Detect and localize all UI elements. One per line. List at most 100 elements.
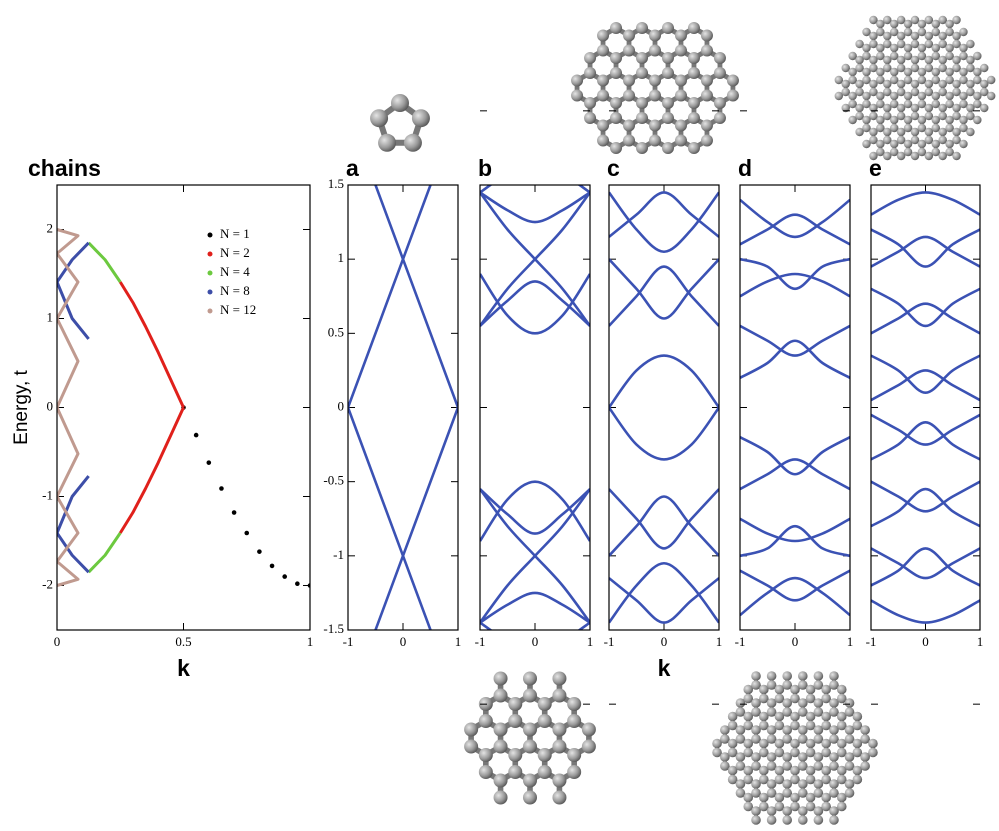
atom (751, 707, 761, 717)
atom (584, 52, 597, 64)
atom (980, 87, 989, 97)
atom (834, 75, 843, 85)
atom (797, 725, 808, 735)
atom (896, 79, 906, 89)
atom (910, 127, 920, 137)
atom (836, 711, 847, 722)
atom (876, 147, 885, 157)
x-tick-label: 0 (922, 634, 929, 649)
atom (821, 747, 831, 758)
atom (890, 99, 899, 109)
plot-frame (608, 184, 720, 631)
atom (797, 671, 808, 681)
atom (782, 788, 793, 798)
atom (597, 89, 610, 102)
atom (903, 139, 913, 149)
atom (661, 52, 674, 64)
atom (478, 714, 493, 728)
atom (890, 75, 899, 85)
atom (890, 115, 899, 125)
atom (844, 761, 855, 771)
atom (924, 63, 934, 73)
data-line (740, 517, 850, 543)
atom (910, 63, 920, 73)
atom (790, 720, 800, 731)
atom (841, 63, 850, 73)
data-line (871, 369, 980, 402)
atom (552, 773, 567, 788)
data-line (871, 228, 980, 268)
x-tick-label: -1 (343, 634, 354, 649)
atom (610, 97, 623, 109)
panel-title: a (346, 155, 359, 181)
data-point (231, 510, 237, 515)
atom (829, 788, 839, 798)
x-tick-label: 0 (661, 634, 668, 649)
atom (924, 39, 934, 49)
atom (896, 15, 906, 25)
atom (844, 707, 855, 717)
data-line (609, 561, 719, 624)
atom (813, 752, 824, 762)
atom (938, 87, 947, 97)
atom (883, 151, 892, 161)
data-line (740, 257, 850, 291)
atom (917, 19, 927, 29)
atom (766, 788, 777, 798)
atom (860, 734, 870, 744)
y-tick-label: -1 (42, 487, 53, 502)
atom (966, 55, 975, 65)
atom (581, 722, 596, 737)
panel: d -1 0 1 (735, 110, 853, 705)
atom (938, 39, 947, 49)
data-line (740, 524, 850, 558)
atom (661, 22, 674, 34)
data-line (87, 241, 122, 574)
atom (797, 761, 808, 771)
atom (797, 752, 808, 762)
plot-area (740, 198, 850, 617)
atom (938, 55, 947, 65)
atom (774, 738, 785, 749)
atom (774, 801, 785, 812)
atom (805, 720, 816, 731)
atom (896, 55, 906, 65)
x-tick-label: 1 (716, 634, 723, 649)
panel: chains k Energy, t 0 0.5 1 -2 -1 0 1 2 N = 1 N = 2 N … (11, 155, 313, 681)
atom (841, 79, 850, 89)
atom (855, 55, 864, 65)
atom (952, 135, 961, 145)
panel-title: d (738, 155, 752, 181)
atom (805, 684, 816, 695)
atom (966, 103, 975, 113)
atom (813, 779, 824, 789)
data-line (374, 185, 458, 408)
atom (674, 134, 687, 147)
data-line (740, 569, 850, 602)
atom (917, 115, 927, 125)
atom (687, 67, 700, 79)
atom (890, 51, 899, 61)
panel: c k -1 0 1 (604, 110, 723, 705)
data-line (609, 265, 719, 327)
atom (855, 111, 864, 121)
atom (959, 139, 968, 149)
atom (852, 774, 863, 785)
atom (727, 711, 738, 722)
atom (938, 151, 947, 161)
atom (623, 74, 636, 87)
atom (903, 67, 913, 77)
atom (903, 123, 913, 133)
atom (910, 87, 920, 97)
atom (552, 722, 567, 737)
atom (766, 734, 777, 744)
atom (493, 722, 508, 737)
atom (910, 31, 920, 41)
plot-area (348, 185, 458, 630)
atom (821, 684, 831, 695)
atom (493, 688, 508, 703)
atom (743, 693, 754, 704)
atom (836, 693, 847, 704)
atom (623, 134, 636, 147)
